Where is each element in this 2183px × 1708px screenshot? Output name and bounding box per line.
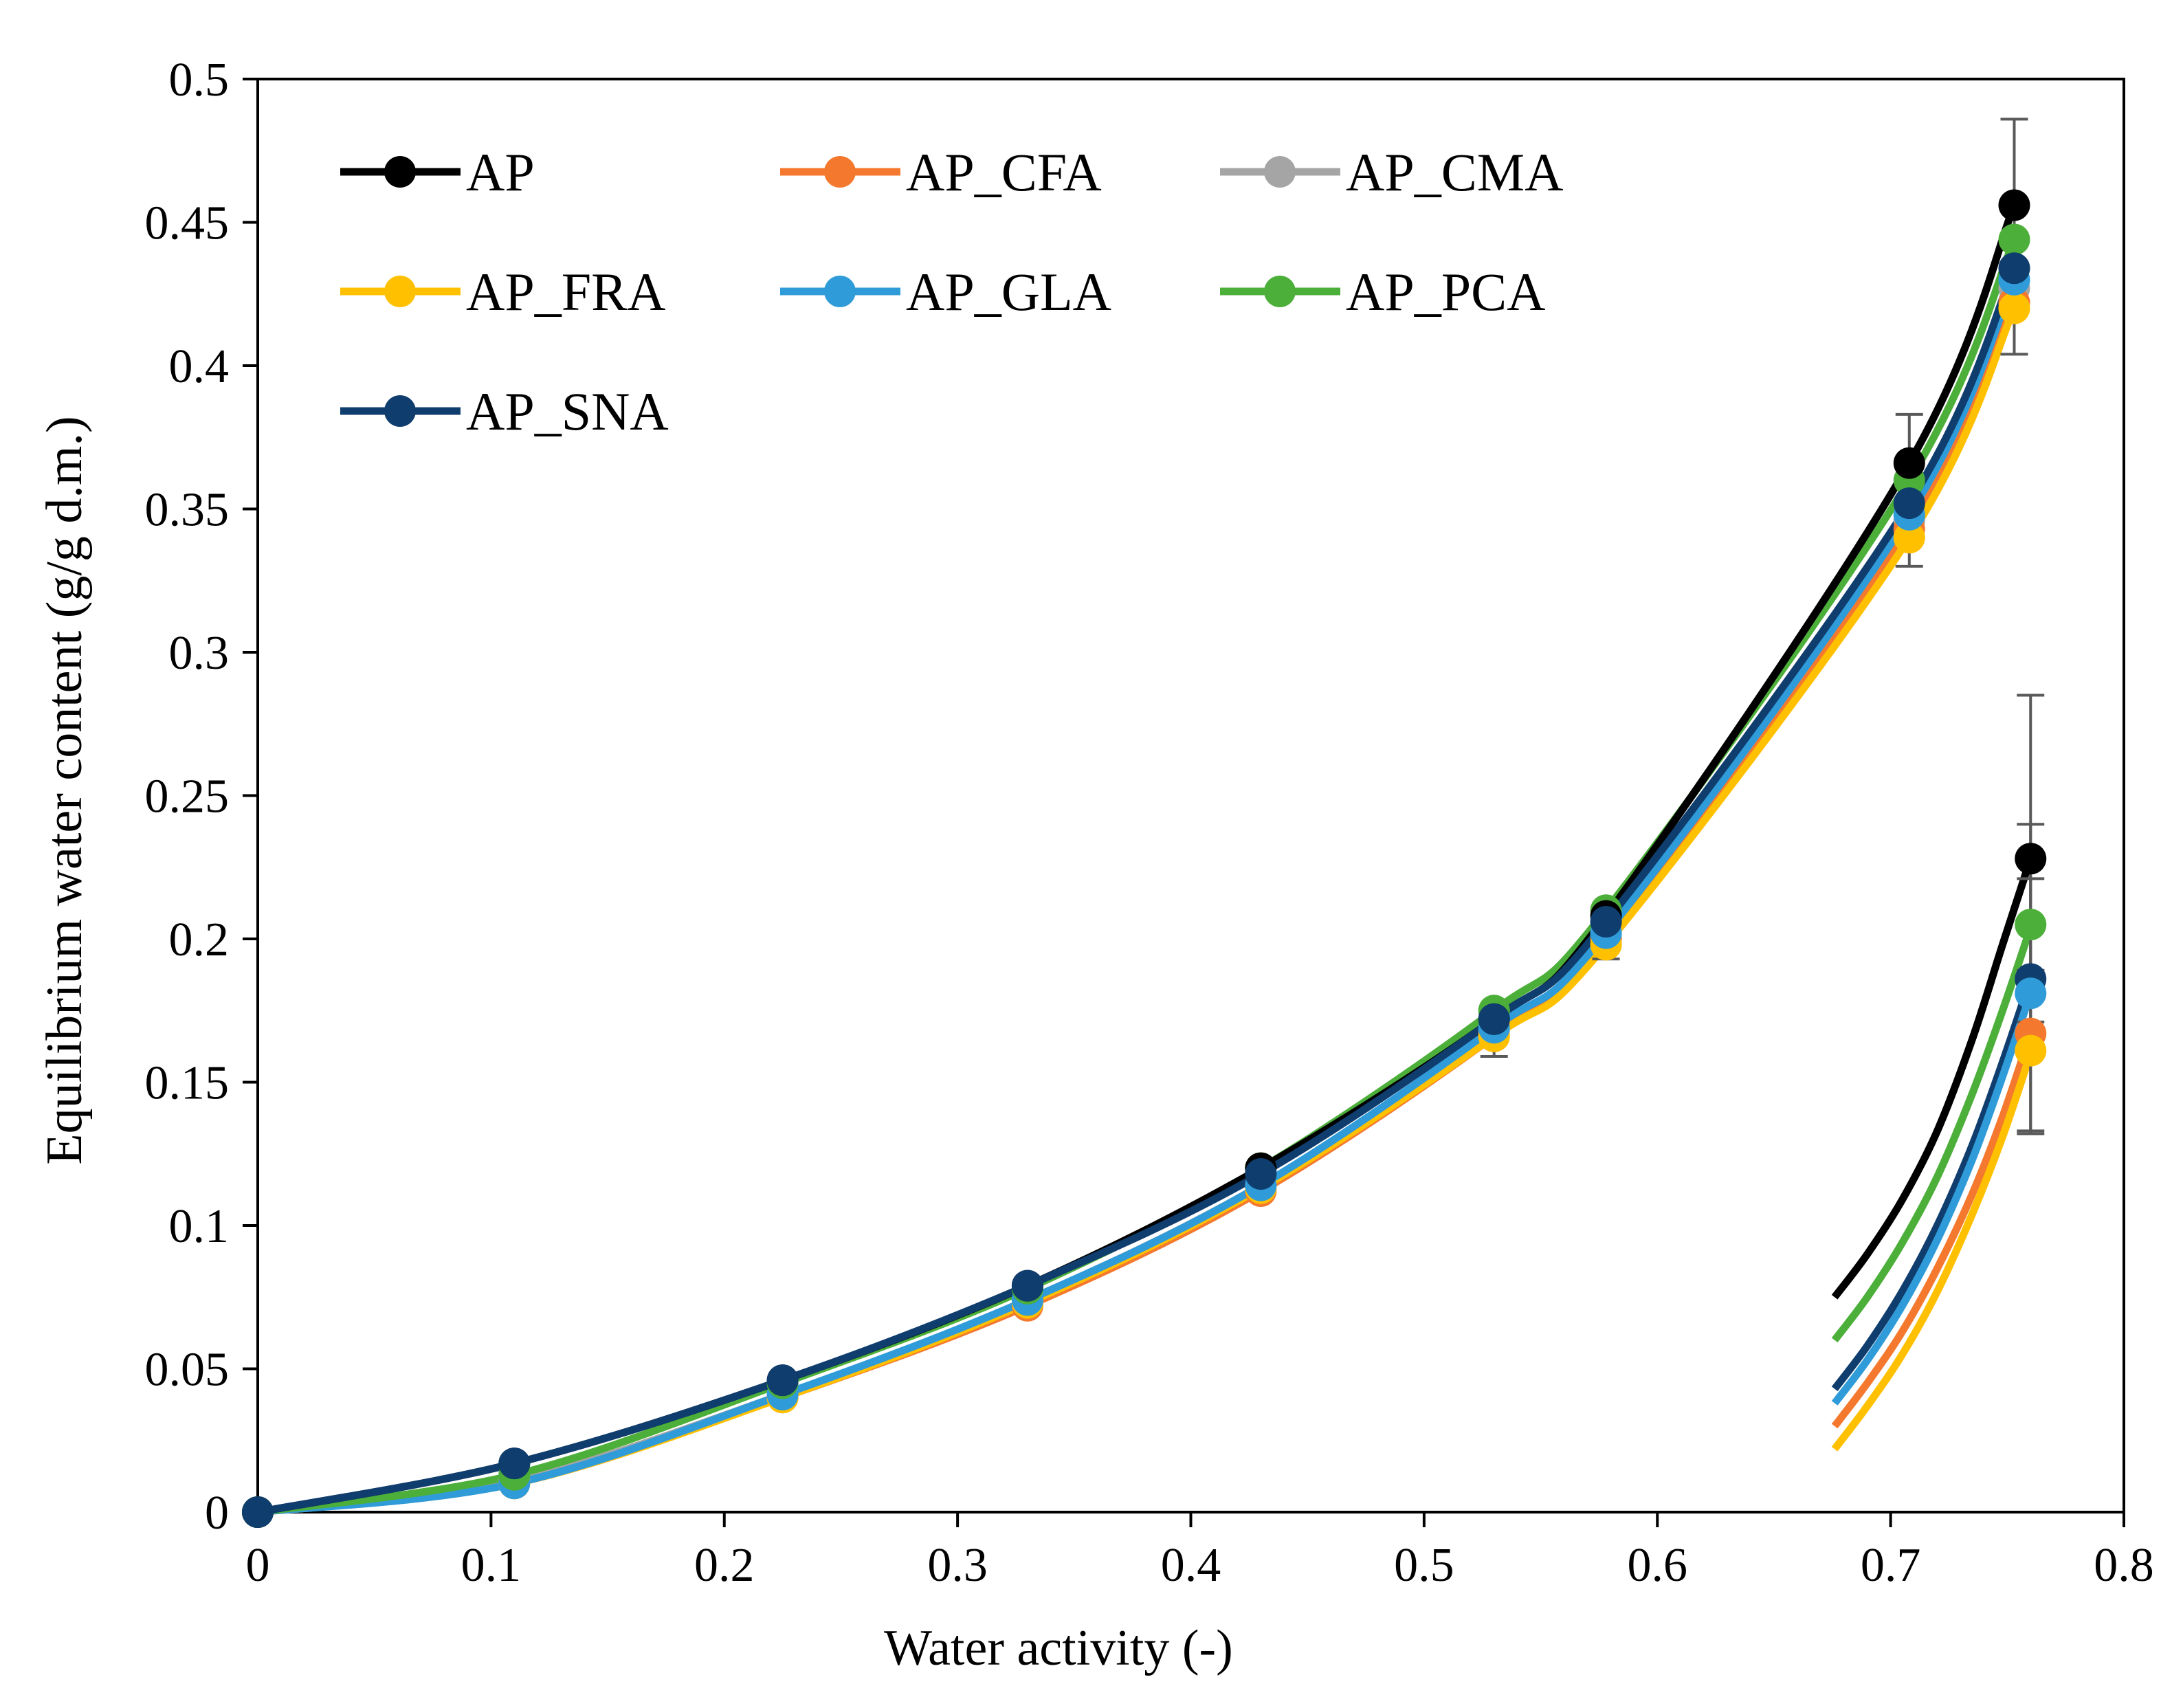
fragment-line-ap-fra [1831, 1052, 2035, 1452]
y-tick-label: 0.3 [169, 627, 230, 680]
series-line-ap-fra [254, 304, 2018, 1516]
y-tick-label: 0.2 [169, 913, 230, 966]
fragment-point-ap [2015, 843, 2047, 875]
series-line-ap-gla [254, 276, 2018, 1516]
data-point-ap-sna [1011, 1269, 1043, 1302]
fragment-line-ap-pca [1831, 926, 2035, 1343]
legend-marker [1264, 156, 1296, 188]
fragment-line-ap [1831, 857, 2035, 1300]
series-markers [242, 189, 2047, 1528]
x-tick-label: 0.3 [927, 1539, 988, 1592]
fragment-line-ap-cfa [1831, 1032, 2035, 1429]
x-tick-label: 0.2 [694, 1539, 755, 1592]
y-tick-label: 0.1 [169, 1200, 230, 1253]
y-tick-label: 0.35 [145, 484, 230, 537]
x-tick-label: 0 [246, 1539, 270, 1592]
y-tick-label: 0.5 [169, 54, 230, 107]
data-point-ap-sna [766, 1364, 799, 1397]
data-point-ap [1893, 447, 1925, 479]
x-tick-label: 0.6 [1628, 1539, 1688, 1592]
legend-label: AP_FRA [466, 262, 665, 322]
x-tick-label: 0.5 [1394, 1539, 1454, 1592]
legend-marker [1264, 276, 1296, 307]
data-point-ap-fra [1893, 522, 1925, 554]
legend-marker [384, 276, 416, 307]
y-tick-label: 0.15 [145, 1057, 230, 1110]
y-tick-label: 0.25 [145, 770, 230, 823]
data-point-ap-sna [1893, 487, 1925, 520]
y-tick-label: 0.4 [169, 340, 230, 393]
data-point-ap-sna [1478, 1003, 1510, 1035]
series-line-ap-sna [254, 264, 2018, 1516]
legend-marker [824, 156, 856, 188]
series-line-ap-cma [254, 284, 2018, 1516]
axes: 0 0.1 0.2 0.3 0.4 0.5 0.6 0.7 0.8 0 0.05 0.1 0.15 0.2… [145, 54, 2154, 1592]
data-point-ap-sna [498, 1448, 531, 1480]
x-tick-label: 0.8 [2094, 1539, 2154, 1592]
legend-label: AP_SNA [466, 381, 669, 441]
legend-marker [384, 156, 416, 188]
fragment-point-ap-fra [2015, 1034, 2047, 1067]
legend-label: AP [466, 142, 535, 202]
data-point-ap-sna [1245, 1157, 1277, 1190]
legend-label: AP_CMA [1346, 142, 1563, 202]
legend: AP AP_CFA AP_CMA AP_FRA AP_GLA AP_PCA AP_SNA [340, 142, 1563, 441]
series-line-ap-cfa [254, 298, 2018, 1516]
y-tick-label: 0.05 [145, 1344, 230, 1397]
data-point-ap-fra [1998, 292, 2030, 324]
data-point-ap-pca [1998, 223, 2030, 256]
data-point-ap-sna [1590, 905, 1622, 938]
legend-label: AP_PCA [1346, 262, 1545, 322]
x-tick-label: 0.7 [1861, 1539, 1921, 1592]
legend-marker [384, 395, 416, 427]
x-tick-label: 0.1 [461, 1539, 522, 1592]
legend-marker [824, 276, 856, 307]
fragment-line-ap-sna [1831, 977, 2035, 1392]
data-point-ap-sna [1998, 252, 2030, 285]
fragment-line-ap-gla [1831, 992, 2035, 1406]
y-axis-title: Equilibrium water content (g/g d.m.) [36, 416, 93, 1164]
legend-label: AP_GLA [906, 262, 1111, 322]
y-tick-label: 0 [205, 1487, 229, 1540]
fragment-point-ap-pca [2015, 909, 2047, 941]
fragment-point-ap-gla [2015, 977, 2047, 1010]
data-point-ap-sna [242, 1496, 274, 1528]
series-lines [254, 201, 2035, 1516]
data-point-ap [1998, 189, 2030, 221]
legend-label: AP_CFA [906, 142, 1102, 202]
y-tick-label: 0.45 [145, 197, 230, 250]
x-axis-title: Water activity (-) [884, 1620, 1233, 1676]
x-tick-label: 0.4 [1161, 1539, 1221, 1592]
